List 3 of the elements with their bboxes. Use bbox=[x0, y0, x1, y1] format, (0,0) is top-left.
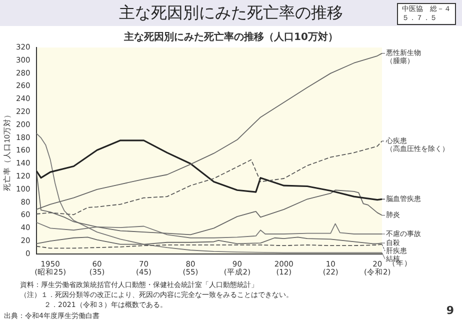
chart-subtitle: 主な死因別にみた死亡率の推移（人口10万対） bbox=[123, 30, 339, 44]
text: 9 bbox=[446, 304, 454, 317]
chart-title: 主な死因別にみた死亡率の推移 bbox=[119, 3, 343, 22]
